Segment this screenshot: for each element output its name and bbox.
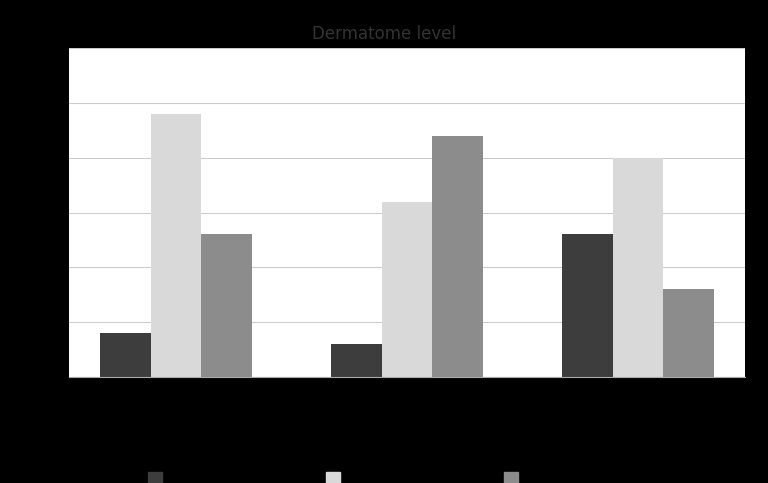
Text: Dermatome level: Dermatome level xyxy=(312,25,456,43)
Bar xyxy=(100,333,151,377)
Bar xyxy=(151,114,201,377)
Bar xyxy=(664,289,714,377)
Bar xyxy=(331,344,382,377)
Legend: Dermatome level T4, Dermatome level T5, Dermatome level T6: Dermatome level T4, Dermatome level T5, … xyxy=(143,466,671,483)
Bar xyxy=(562,234,613,377)
Bar xyxy=(432,136,483,377)
Bar xyxy=(382,201,432,377)
Bar xyxy=(201,234,252,377)
Bar xyxy=(613,158,664,377)
